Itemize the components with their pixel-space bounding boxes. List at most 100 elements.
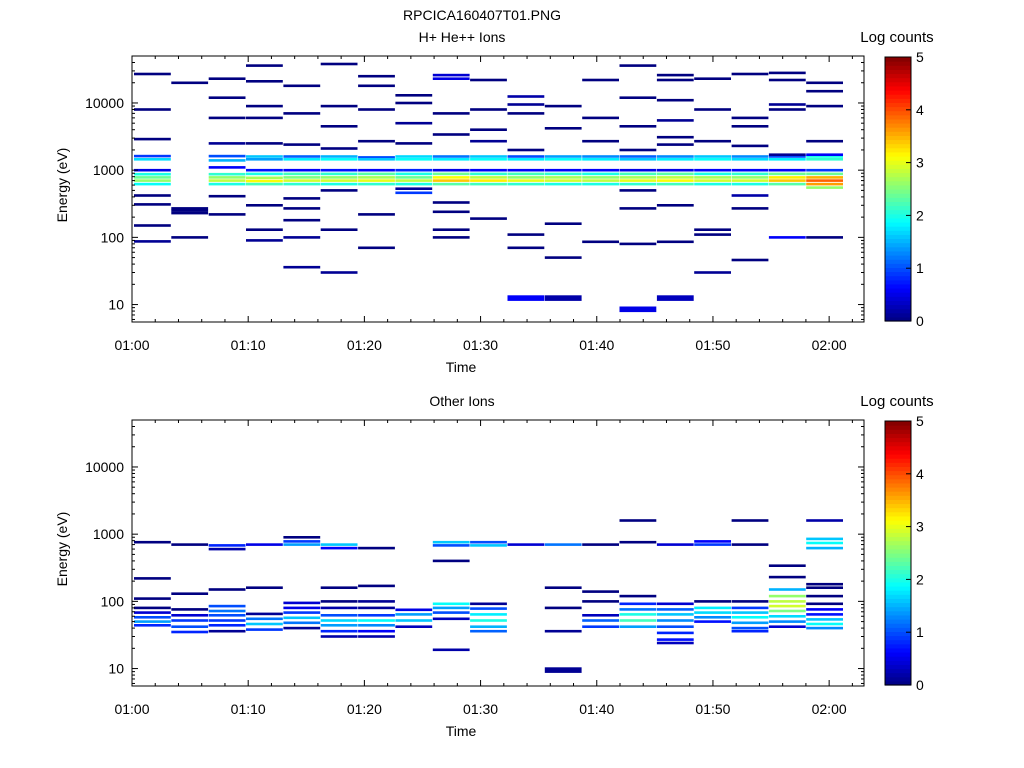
colorbar-segment	[885, 569, 911, 575]
heatmap-cell	[283, 265, 321, 269]
colorbar-segment	[885, 528, 911, 533]
colorbar-segment	[885, 474, 911, 480]
colorbar-segment	[885, 577, 911, 583]
colorbar-segment	[885, 627, 911, 632]
panel-title: H+ He++ Ions	[419, 29, 506, 45]
heatmap-cell	[582, 543, 619, 546]
heatmap-cell	[731, 179, 769, 182]
heatmap-cell	[246, 179, 283, 183]
y-axis-label: Energy (eV)	[54, 512, 70, 587]
heatmap-cell	[656, 543, 694, 546]
heatmap-cell	[806, 89, 843, 93]
colorbar-segment	[885, 445, 911, 451]
heatmap-cell	[544, 667, 582, 673]
heatmap-cell	[134, 182, 171, 186]
heatmap-cell	[358, 606, 395, 610]
y-axis-label: Energy (eV)	[54, 148, 70, 223]
heatmap-cell	[432, 176, 470, 179]
heatmap-cell	[134, 597, 171, 600]
heatmap-cell	[283, 616, 321, 620]
heatmap-cell	[544, 168, 582, 172]
heatmap-cell	[544, 586, 582, 589]
x-tick-label: 01:20	[347, 337, 382, 353]
colorbar-segment	[885, 652, 911, 657]
heatmap-cell	[470, 158, 507, 161]
heatmap-cell	[320, 182, 358, 186]
heatmap-cell	[544, 179, 582, 182]
heatmap-cell	[470, 182, 507, 186]
heatmap-cell	[283, 606, 321, 610]
heatmap-cell	[806, 519, 843, 522]
heatmap-cell	[470, 625, 507, 628]
colorbar-tick-label: 5	[916, 49, 924, 65]
heatmap-cell	[694, 233, 731, 236]
heatmap-cell	[432, 73, 470, 77]
colorbar-segment	[885, 255, 911, 260]
heatmap-cell	[507, 176, 545, 179]
heatmap-cell	[656, 73, 694, 77]
colorbar-segment	[885, 647, 911, 653]
colorbar-segment	[885, 94, 911, 99]
heatmap-cell	[470, 613, 507, 616]
heatmap-cell	[208, 614, 246, 617]
heatmap-cell	[246, 116, 283, 120]
heatmap-cell	[432, 540, 470, 544]
heatmap-cell	[544, 295, 582, 301]
heatmap-cell	[656, 168, 694, 172]
colorbar-segment	[885, 69, 911, 75]
heatmap-cell	[731, 600, 769, 603]
heatmap-cell	[134, 168, 171, 172]
heatmap-cell	[358, 635, 395, 638]
colorbar-segment	[885, 466, 911, 472]
heatmap-cell	[731, 72, 769, 76]
heatmap-cell	[694, 155, 731, 158]
heatmap-cell	[208, 96, 246, 99]
colorbar-segment	[885, 561, 911, 566]
heatmap-cell	[656, 158, 694, 161]
heatmap-cell	[582, 176, 619, 179]
colorbar-segment	[885, 73, 911, 79]
heatmap-cell	[582, 172, 619, 176]
colorbar-segment	[885, 631, 911, 637]
heatmap-cell	[768, 625, 806, 628]
heatmap-cell	[283, 155, 321, 158]
heatmap-cell	[432, 179, 470, 182]
heatmap-cell	[395, 191, 433, 195]
heatmap-cell	[134, 616, 171, 619]
panel-title: Other Ions	[429, 393, 494, 409]
heatmap-cell	[208, 604, 246, 608]
heatmap-cell	[171, 619, 209, 622]
x-tick-label: 01:10	[231, 337, 266, 353]
colorbar-segment	[885, 102, 911, 108]
heatmap-cell	[694, 158, 731, 161]
colorbar-segment	[885, 168, 911, 174]
colorbar-segment	[885, 602, 911, 608]
heatmap-cell	[246, 612, 283, 616]
heatmap-cell	[358, 84, 395, 88]
heatmap-cell	[544, 127, 582, 130]
colorbar-segment	[885, 433, 911, 439]
heatmap-cell	[694, 543, 731, 546]
heatmap-cell	[768, 108, 806, 111]
colorbar-segment	[885, 312, 911, 318]
heatmap-cell	[208, 142, 246, 145]
heatmap-cell	[731, 519, 769, 522]
heatmap-cell	[806, 541, 843, 545]
heatmap-cell	[395, 158, 433, 161]
colorbar-segment	[885, 201, 911, 207]
heatmap-cell	[694, 620, 731, 623]
colorbar-segment	[885, 222, 911, 227]
heatmap-cell	[320, 104, 358, 108]
colorbar-tick-label: 4	[916, 102, 924, 118]
colorbar-segment	[885, 123, 911, 128]
colorbar-segment	[885, 61, 911, 66]
heatmap-cell	[806, 172, 843, 176]
heatmap-cell	[619, 207, 657, 210]
colorbar-segment	[885, 292, 911, 297]
heatmap-cell	[806, 546, 843, 550]
heatmap-cell	[134, 158, 171, 161]
heatmap-cell	[619, 148, 657, 152]
heatmap-cell	[806, 582, 843, 586]
heatmap-cell	[656, 78, 694, 82]
heatmap-cell	[731, 176, 769, 179]
